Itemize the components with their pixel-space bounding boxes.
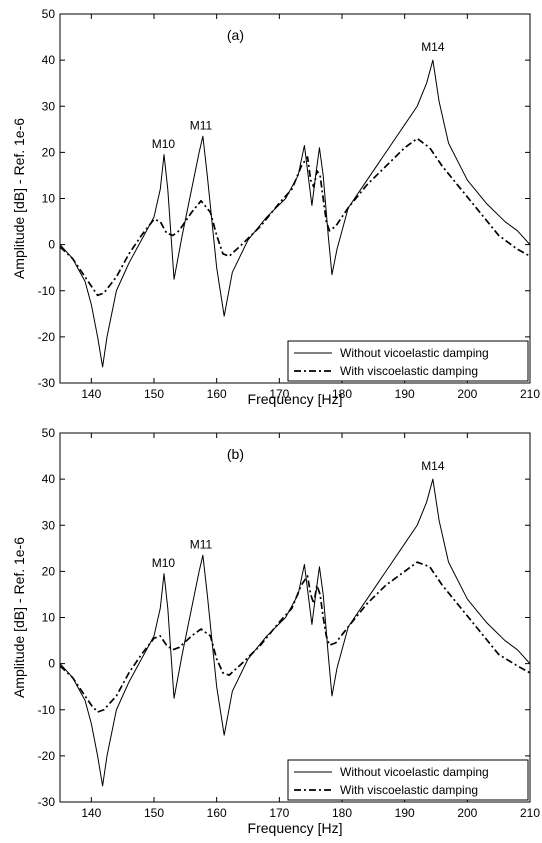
y-tick-label: -20 bbox=[38, 749, 56, 763]
plot-frame bbox=[59, 13, 531, 384]
y-tick-label: 30 bbox=[42, 518, 56, 532]
legend-box bbox=[287, 759, 529, 801]
legend-box bbox=[287, 340, 529, 382]
plot-frame bbox=[59, 432, 531, 803]
y-tick-label: 0 bbox=[48, 657, 55, 671]
x-tick-label: 180 bbox=[332, 387, 352, 401]
x-axis-label: Frequency [Hz] bbox=[248, 391, 343, 407]
x-tick-label: 160 bbox=[207, 806, 227, 820]
x-tick-label: 210 bbox=[520, 387, 540, 401]
x-tick-label: 160 bbox=[207, 387, 227, 401]
series-line-with-damping bbox=[60, 137, 530, 297]
y-tick-label: -30 bbox=[38, 376, 56, 390]
x-tick-label: 180 bbox=[332, 806, 352, 820]
mode-annotation: M14 bbox=[421, 40, 445, 54]
y-tick-label: 50 bbox=[42, 7, 56, 21]
x-tick-label: 190 bbox=[395, 387, 415, 401]
series-line-with-damping bbox=[60, 561, 530, 713]
mode-annotation: M10 bbox=[152, 556, 176, 570]
y-axis-label: Amplitude [dB] - Ref. 1e-6 bbox=[11, 537, 27, 698]
chart-panel-0: 140 150 160 170 180 190 200 210 -30 -20 -10 0 10 20 30… bbox=[11, 7, 540, 407]
chart-panel-1: 140 150 160 170 180 190 200 210 -30 -20 -10 0 10 20 30… bbox=[11, 426, 540, 836]
x-tick-label: 150 bbox=[144, 806, 164, 820]
mode-annotation: M10 bbox=[152, 137, 176, 151]
legend: Without vicoelastic damping With viscoela… bbox=[287, 340, 529, 382]
mode-annotation: M11 bbox=[190, 537, 213, 551]
x-tick-label: 190 bbox=[395, 806, 415, 820]
panel-label: (b) bbox=[227, 446, 244, 462]
y-tick-label: 20 bbox=[42, 564, 56, 578]
mode-annotation: M14 bbox=[421, 459, 445, 473]
x-tick-label: 200 bbox=[457, 387, 477, 401]
x-tick-label: 140 bbox=[81, 387, 101, 401]
y-tick-label: -30 bbox=[38, 795, 56, 809]
y-tick-label: -10 bbox=[38, 703, 56, 717]
legend-entry: With viscoelastic damping bbox=[340, 783, 478, 797]
y-tick-label: 10 bbox=[42, 192, 56, 206]
x-axis-label: Frequency [Hz] bbox=[248, 820, 343, 836]
legend-entry: Without vicoelastic damping bbox=[340, 346, 489, 360]
y-tick-label: 0 bbox=[48, 238, 55, 252]
x-tick-label: 170 bbox=[269, 387, 289, 401]
x-tick-label: 170 bbox=[269, 806, 289, 820]
y-tick-label: -20 bbox=[38, 330, 56, 344]
y-tick-label: 30 bbox=[42, 99, 56, 113]
x-tick-label: 200 bbox=[457, 806, 477, 820]
legend-entry: With viscoelastic damping bbox=[340, 364, 478, 378]
mode-annotation: M11 bbox=[190, 118, 213, 132]
y-tick-label: 40 bbox=[42, 53, 56, 67]
y-tick-label: 20 bbox=[42, 145, 56, 159]
legend-entry: Without vicoelastic damping bbox=[340, 765, 489, 779]
y-tick-label: 40 bbox=[42, 472, 56, 486]
x-tick-label: 210 bbox=[520, 806, 540, 820]
legend: Without vicoelastic damping With viscoela… bbox=[287, 759, 529, 801]
y-tick-label: 50 bbox=[42, 426, 56, 440]
y-tick-label: -10 bbox=[38, 284, 56, 298]
y-tick-label: 10 bbox=[42, 611, 56, 625]
panel-label: (a) bbox=[227, 27, 244, 43]
x-tick-label: 150 bbox=[144, 387, 164, 401]
y-axis-label: Amplitude [dB] - Ref. 1e-6 bbox=[11, 118, 27, 279]
x-tick-label: 140 bbox=[81, 806, 101, 820]
